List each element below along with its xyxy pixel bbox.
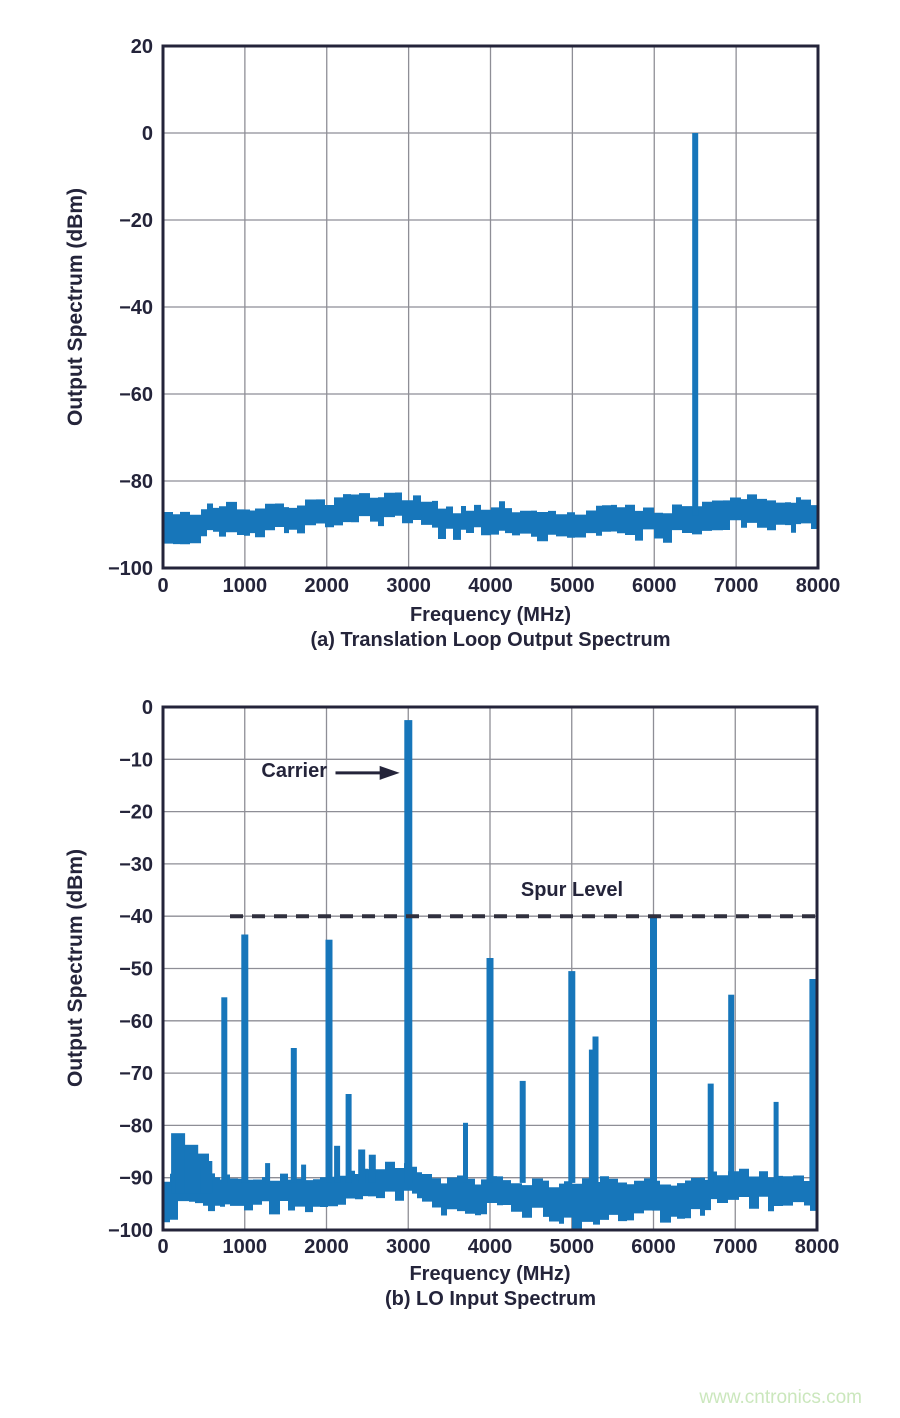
spur-bar bbox=[728, 994, 735, 1183]
x-tick-label: 4000 bbox=[468, 1236, 513, 1258]
chart-b-x-axis-title: Frequency (MHz) bbox=[409, 1263, 571, 1285]
y-tick-label: −70 bbox=[119, 1063, 153, 1085]
carrier-arrow-head bbox=[379, 765, 400, 780]
x-tick-label: 1000 bbox=[223, 575, 268, 597]
plot-frame bbox=[161, 705, 819, 1232]
y-tick-label: −20 bbox=[119, 802, 153, 824]
spur-bar bbox=[692, 133, 699, 516]
y-tick-label: −100 bbox=[108, 1220, 153, 1242]
spur-bar bbox=[650, 916, 657, 1183]
plot-frame bbox=[161, 44, 820, 570]
x-tick-label: 8000 bbox=[795, 1236, 840, 1258]
x-tick-label: 7000 bbox=[713, 1236, 758, 1258]
y-tick-label: −10 bbox=[119, 749, 153, 771]
spur-bar bbox=[368, 1154, 376, 1183]
noise-floor-band bbox=[163, 492, 818, 545]
spur-bar bbox=[358, 1149, 366, 1183]
chart-b-y-axis-title: Output Spectrum (dBm) bbox=[64, 849, 87, 1087]
spur-bar bbox=[592, 1036, 599, 1183]
x-tick-label: 2000 bbox=[305, 575, 350, 597]
y-tick-label: −40 bbox=[119, 297, 153, 319]
y-tick-label: −60 bbox=[119, 1011, 153, 1033]
spur-bar bbox=[707, 1083, 714, 1183]
x-tick-label: 0 bbox=[157, 1236, 168, 1258]
y-tick-label: −50 bbox=[119, 959, 153, 981]
x-tick-label: 7000 bbox=[714, 575, 759, 597]
spur-bar bbox=[290, 1048, 297, 1183]
spur-bar bbox=[519, 1080, 526, 1183]
y-tick-label: −40 bbox=[119, 906, 153, 928]
spur-bar bbox=[334, 1145, 341, 1183]
spur-bar bbox=[463, 1122, 468, 1183]
carrier-spike bbox=[404, 720, 413, 1183]
x-tick-label: 5000 bbox=[550, 1236, 595, 1258]
x-tick-label: 0 bbox=[157, 575, 168, 597]
x-tick-label: 2000 bbox=[304, 1236, 349, 1258]
y-tick-label: −20 bbox=[119, 210, 153, 232]
spur-bar bbox=[221, 997, 228, 1183]
spur-bar bbox=[325, 939, 333, 1183]
spur-level-annotation-label: Spur Level bbox=[520, 879, 624, 901]
spur-bar bbox=[486, 958, 494, 1183]
x-tick-label: 3000 bbox=[386, 1236, 431, 1258]
spur-bar bbox=[809, 979, 817, 1183]
y-tick-label: 0 bbox=[142, 697, 153, 719]
y-tick-label: 20 bbox=[131, 36, 153, 58]
x-tick-label: 1000 bbox=[223, 1236, 268, 1258]
y-tick-label: −30 bbox=[119, 854, 153, 876]
spur-bar bbox=[241, 934, 249, 1183]
chart-lo-input: 0−10−20−30−40−50−60−70−80−90−1000 1000 200… bbox=[108, 697, 839, 1258]
spur-bar bbox=[568, 971, 576, 1183]
x-tick-label: 5000 bbox=[550, 575, 595, 597]
spur-bar bbox=[265, 1163, 271, 1183]
y-tick-label: −80 bbox=[119, 1115, 153, 1137]
noise-floor-band bbox=[163, 1158, 817, 1230]
spur-bar bbox=[773, 1101, 779, 1183]
noise-bump bbox=[200, 1161, 213, 1194]
y-tick-label: 0 bbox=[142, 123, 153, 145]
carrier-annotation-label: Carrier bbox=[261, 760, 327, 782]
spur-bar bbox=[301, 1164, 307, 1183]
y-tick-label: −80 bbox=[119, 471, 153, 493]
chart-a-caption: (a) Translation Loop Output Spectrum bbox=[310, 629, 671, 651]
x-tick-label: 4000 bbox=[468, 575, 513, 597]
x-tick-label: 8000 bbox=[796, 575, 841, 597]
chart-a-y-axis-title: Output Spectrum (dBm) bbox=[64, 188, 87, 426]
spur-bar bbox=[588, 1049, 594, 1183]
spur-bar bbox=[345, 1094, 352, 1183]
watermark-text: www.cntronics.com bbox=[699, 1387, 862, 1408]
x-tick-label: 6000 bbox=[631, 1236, 676, 1258]
y-tick-label: −100 bbox=[108, 558, 153, 580]
y-tick-label: −90 bbox=[119, 1168, 153, 1190]
x-tick-label: 6000 bbox=[632, 575, 677, 597]
chart-b-caption: (b) LO Input Spectrum bbox=[384, 1288, 597, 1310]
chart-a-x-axis-title: Frequency (MHz) bbox=[409, 604, 572, 626]
x-tick-label: 3000 bbox=[386, 575, 431, 597]
y-tick-label: −60 bbox=[119, 384, 153, 406]
chart-translation-loop-output: 200−20−40−60−80−1000 1000 2000 3000 4000 5000… bbox=[108, 36, 840, 597]
